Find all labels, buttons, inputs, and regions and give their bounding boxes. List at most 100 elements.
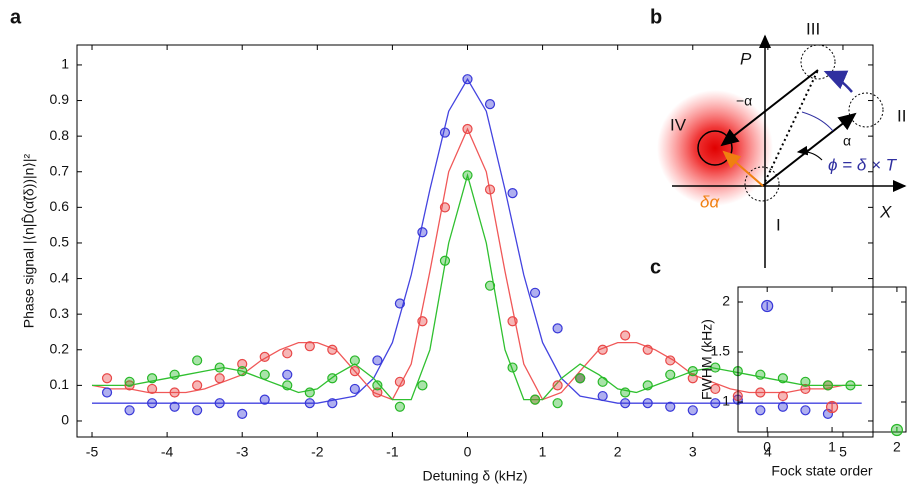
- data-point: [800, 376, 811, 387]
- data-point: [124, 380, 135, 391]
- data-point: [394, 298, 406, 309]
- data-point: [777, 401, 788, 412]
- data-point: [507, 188, 518, 199]
- x-tick-label: 0: [763, 439, 771, 455]
- data-point: [755, 369, 766, 380]
- panel-label: b: [650, 6, 662, 28]
- x-tick-label: 1: [828, 439, 836, 455]
- dotted-line: [762, 69, 819, 187]
- data-point: [822, 380, 834, 391]
- data-point: [372, 387, 383, 398]
- data-point: [417, 316, 428, 327]
- y-tick-label: 0.5: [50, 234, 70, 250]
- data-point: [101, 387, 113, 398]
- arrow: [722, 150, 764, 187]
- state-circle: [800, 44, 836, 80]
- data-point: [462, 170, 473, 181]
- data-point: [124, 376, 135, 387]
- data-point: [597, 344, 608, 355]
- x-axis-label: Detuning δ (kHz): [422, 468, 527, 484]
- state-circle: [697, 130, 733, 166]
- data-point: [777, 373, 788, 384]
- data-point: [597, 390, 608, 402]
- y-tick-label: 0.4: [50, 269, 70, 285]
- state-circle: [848, 92, 884, 128]
- arrow: [720, 69, 819, 147]
- annotation: −α: [736, 93, 752, 109]
- state-label: I: [776, 215, 781, 234]
- data-point: [507, 362, 518, 373]
- data-point: [642, 398, 653, 409]
- data-point: [552, 323, 563, 334]
- data-point: [552, 380, 563, 391]
- data-point: [800, 383, 811, 395]
- data-point: [484, 184, 496, 195]
- data-point: [761, 299, 774, 313]
- arrow: [823, 70, 853, 93]
- data-point: [439, 202, 451, 213]
- glow: [657, 90, 773, 206]
- arrow: [762, 112, 857, 187]
- x-tick-label: 2: [614, 444, 622, 460]
- x-tick-label: 0: [464, 444, 472, 460]
- data-point: [620, 387, 631, 398]
- data-point: [192, 380, 203, 391]
- x-tick-label: -1: [386, 444, 399, 460]
- plot-frame: [737, 286, 907, 433]
- x-tick-label: -4: [161, 444, 174, 460]
- data-point: [146, 373, 158, 384]
- data-point: [777, 390, 788, 402]
- data-point: [327, 398, 338, 409]
- y-tick-label: 0.3: [50, 305, 70, 321]
- data-point: [169, 401, 180, 412]
- data-point: [800, 405, 811, 416]
- data-point: [575, 373, 586, 384]
- arc: [801, 111, 834, 132]
- data-point: [710, 398, 721, 409]
- data-point: [101, 373, 113, 384]
- data-point: [304, 341, 315, 352]
- x-tick-label: -3: [236, 444, 249, 460]
- data-point: [327, 344, 338, 355]
- data-point: [755, 405, 766, 416]
- data-point: [214, 362, 225, 373]
- x-axis-label: Fock state order: [771, 463, 872, 479]
- arrow: [796, 145, 823, 161]
- data-point: [845, 380, 856, 391]
- data-point: [394, 401, 406, 412]
- data-point: [304, 387, 315, 398]
- data-point: [642, 380, 653, 391]
- y-tick-label: 0.2: [50, 340, 70, 356]
- data-point: [642, 344, 653, 355]
- data-point: [304, 398, 315, 409]
- data-point: [237, 366, 248, 377]
- data-point: [394, 376, 406, 387]
- data-point: [665, 369, 676, 380]
- data-point: [890, 423, 904, 437]
- data-point: [259, 351, 270, 362]
- phase-space-diagram: b P X I II III IV −α α δα ϕ = δ × T: [650, 6, 907, 268]
- data-point: [462, 123, 473, 135]
- y-tick-label: 0: [61, 412, 69, 428]
- data-point: [214, 373, 225, 384]
- data-point: [169, 387, 180, 398]
- annotation: δα: [700, 192, 720, 211]
- y-axis-label: Phase signal |⟨n|D̂(α̃(δ))|n⟩|²: [20, 153, 36, 328]
- data-point: [349, 383, 360, 395]
- data-point: [620, 330, 631, 341]
- data-point: [462, 74, 473, 85]
- data-point: [484, 280, 496, 291]
- state-label: III: [806, 19, 820, 38]
- panel-label: c: [650, 256, 661, 278]
- data-point: [124, 405, 135, 416]
- data-point: [169, 369, 180, 380]
- data-point: [417, 380, 428, 391]
- annotation: α: [843, 133, 851, 149]
- x-tick-label: 5: [839, 444, 847, 460]
- x-tick-label: 1: [539, 444, 547, 460]
- y-tick-label: 0.1: [50, 376, 70, 392]
- data-point: [825, 400, 839, 414]
- y-tick-label: 0.7: [50, 162, 70, 178]
